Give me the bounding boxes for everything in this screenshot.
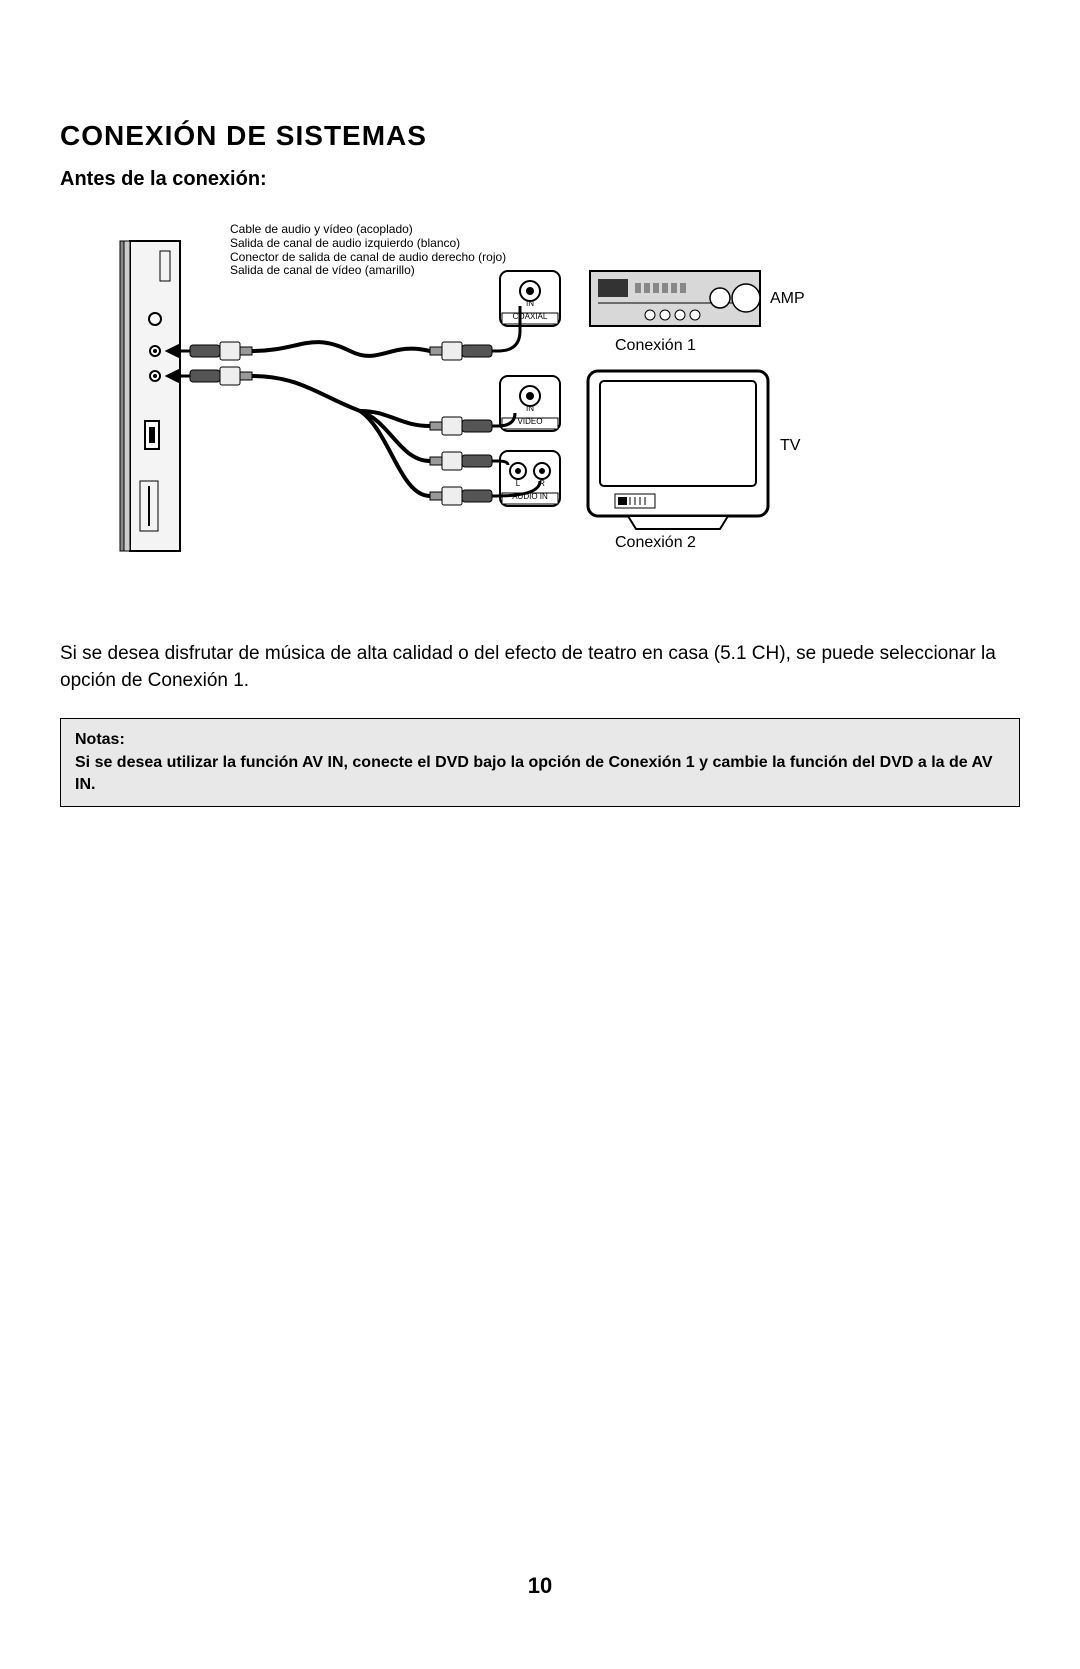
page-number: 10 bbox=[0, 1573, 1080, 1599]
body-paragraph: Si se desea disfrutar de música de alta … bbox=[60, 641, 1020, 694]
page-subtitle: Antes de la conexión: bbox=[60, 168, 1020, 191]
coaxial-port-icon bbox=[492, 271, 560, 351]
connection-diagram: Cable de audio y vídeo (acoplado) Salida… bbox=[60, 211, 1020, 581]
video-in-label: IN bbox=[521, 405, 539, 414]
amp-label: AMP bbox=[770, 289, 805, 308]
connection2-label: Conexión 2 bbox=[615, 533, 696, 552]
video-label: VIDEO bbox=[504, 418, 556, 427]
diagram-svg bbox=[60, 211, 1020, 581]
cable-desc-line: Salida de canal de vídeo (amarillo) bbox=[230, 264, 506, 278]
connection1-label: Conexión 1 bbox=[615, 336, 696, 355]
tv-label: TV bbox=[780, 436, 800, 455]
notes-box: Notas: Si se desea utilizar la función A… bbox=[60, 718, 1020, 807]
amp-device-icon bbox=[590, 271, 760, 326]
page-title: CONEXIÓN DE SISTEMAS bbox=[60, 120, 1020, 152]
av-cable-icon bbox=[190, 367, 492, 505]
audio-l-label: L bbox=[512, 480, 524, 489]
cable-desc-line: Salida de canal de audio izquierdo (blan… bbox=[230, 237, 506, 251]
audio-in-label: AUDIO IN bbox=[504, 493, 556, 502]
cable-desc-line: Conector de salida de canal de audio der… bbox=[230, 251, 506, 265]
tv-device-icon bbox=[588, 371, 768, 529]
coax-label: COAXIAL bbox=[504, 313, 556, 322]
cable-desc-line: Cable de audio y vídeo (acoplado) bbox=[230, 223, 506, 237]
notes-title: Notas: bbox=[75, 731, 125, 748]
coaxial-cable-icon bbox=[190, 342, 492, 360]
notes-text: Si se desea utilizar la función AV IN, c… bbox=[75, 754, 993, 793]
source-device-icon bbox=[120, 241, 180, 551]
coax-in-label: IN bbox=[521, 300, 539, 309]
audio-r-label: R bbox=[536, 480, 548, 489]
cable-description: Cable de audio y vídeo (acoplado) Salida… bbox=[230, 223, 506, 278]
manual-page: CONEXIÓN DE SISTEMAS Antes de la conexió… bbox=[0, 0, 1080, 1669]
